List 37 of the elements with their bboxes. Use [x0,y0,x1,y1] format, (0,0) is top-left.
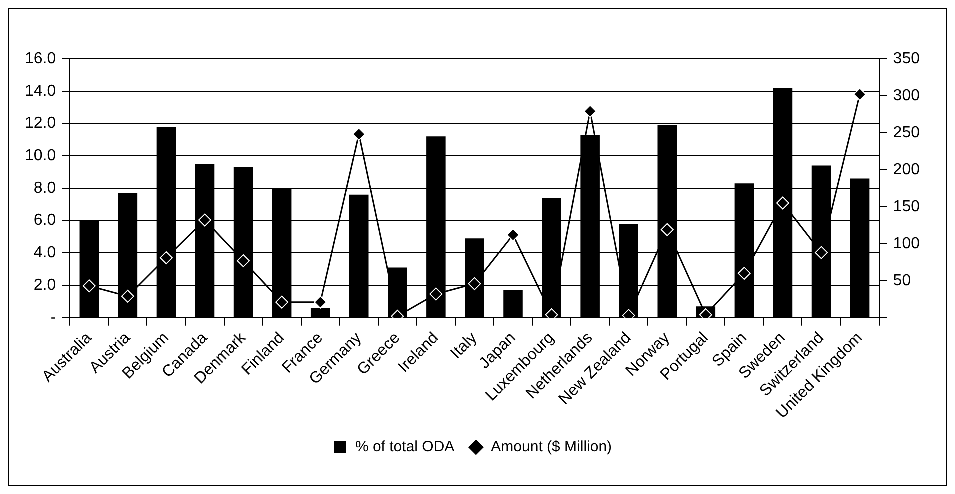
y-tick-label: 10.0 [25,148,56,165]
y2-tick-label: 50 [893,272,912,290]
y-tick-label: 8.0 [34,180,56,197]
y2-tick-label: 250 [893,124,920,142]
point [815,246,828,260]
y2-tick-label: 150 [893,198,920,216]
point [160,252,173,264]
bar [504,290,523,318]
point [121,290,134,303]
point [660,223,674,236]
y-tick-label: 6.0 [34,212,56,230]
y-tick-label: 14.0 [25,82,56,100]
y2-tick-label: 350 [893,50,920,68]
x-tick-label: Italy [448,330,481,362]
point [237,254,250,268]
point [738,267,751,280]
point [352,128,366,141]
point [198,214,212,227]
y2-tick-label: 300 [893,87,920,104]
y2-tick-label: 200 [893,161,920,178]
point [314,296,328,309]
point [276,296,289,309]
point [430,288,443,301]
y2-tick-label: 100 [893,235,920,252]
point [506,228,520,242]
point [584,105,597,118]
point [776,196,790,210]
point [468,277,482,290]
y-tick-label: 16.0 [25,50,56,68]
y-tick-label: 4.0 [34,244,56,262]
point [82,280,96,293]
legend-label: Amount ($ Million) [491,438,612,456]
legend-label: % of total ODA [355,438,455,456]
y-tick-label: - [50,309,56,326]
y-tick-label: 12.0 [25,115,56,132]
point [854,88,867,102]
y-tick-label: 2.0 [34,276,56,294]
